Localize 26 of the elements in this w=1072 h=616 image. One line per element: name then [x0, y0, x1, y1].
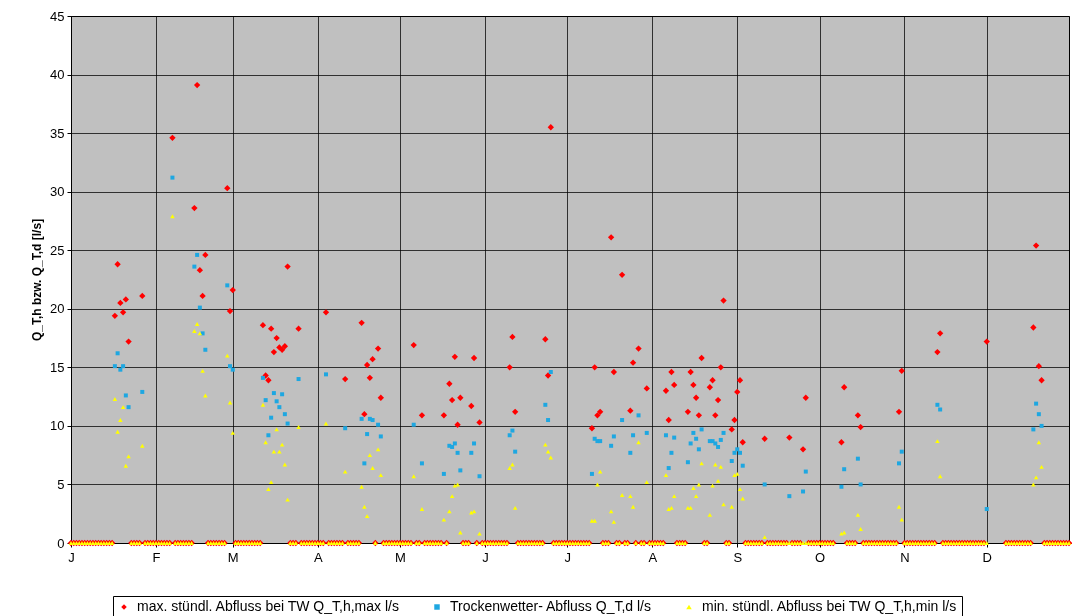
- x-tick-label: J: [564, 549, 572, 565]
- x-tick-label: M: [395, 549, 406, 565]
- x-tick-label: F: [152, 549, 161, 565]
- x-tick-label: A: [648, 549, 658, 565]
- x-tick-label: A: [313, 549, 323, 565]
- y-tick-label: 45: [50, 8, 65, 24]
- y-tick-label: 20: [50, 301, 65, 317]
- y-tick-label: 0: [57, 535, 65, 551]
- y-tick-label: 10: [50, 418, 65, 434]
- y-tick-label: 15: [50, 359, 65, 375]
- y-tick-label: 25: [50, 242, 65, 258]
- y-axis-title: Q_T,h bzw. Q_T,d [l/s]: [30, 218, 45, 342]
- y-tick-label: 35: [50, 125, 65, 141]
- x-tick-label: J: [482, 549, 489, 565]
- y-tick-label: 30: [50, 184, 65, 200]
- legend-label: Trockenwetter- Abfluss Q_T,d l/s: [450, 598, 651, 614]
- x-tick-label: N: [900, 549, 910, 565]
- x-tick-label: M: [227, 549, 239, 565]
- legend-label: min. stündl. Abfluss bei TW Q_T,h,min l/s: [702, 598, 957, 614]
- legend-label: max. stündl. Abfluss bei TW Q_T,h,max l/s: [137, 598, 399, 614]
- x-tick-label: J: [68, 549, 75, 565]
- x-tick-label: S: [733, 549, 743, 565]
- x-tick-label: O: [814, 549, 826, 565]
- x-tick-label: D: [982, 549, 992, 565]
- y-tick-label: 5: [57, 476, 65, 492]
- y-tick-label: 40: [50, 67, 65, 83]
